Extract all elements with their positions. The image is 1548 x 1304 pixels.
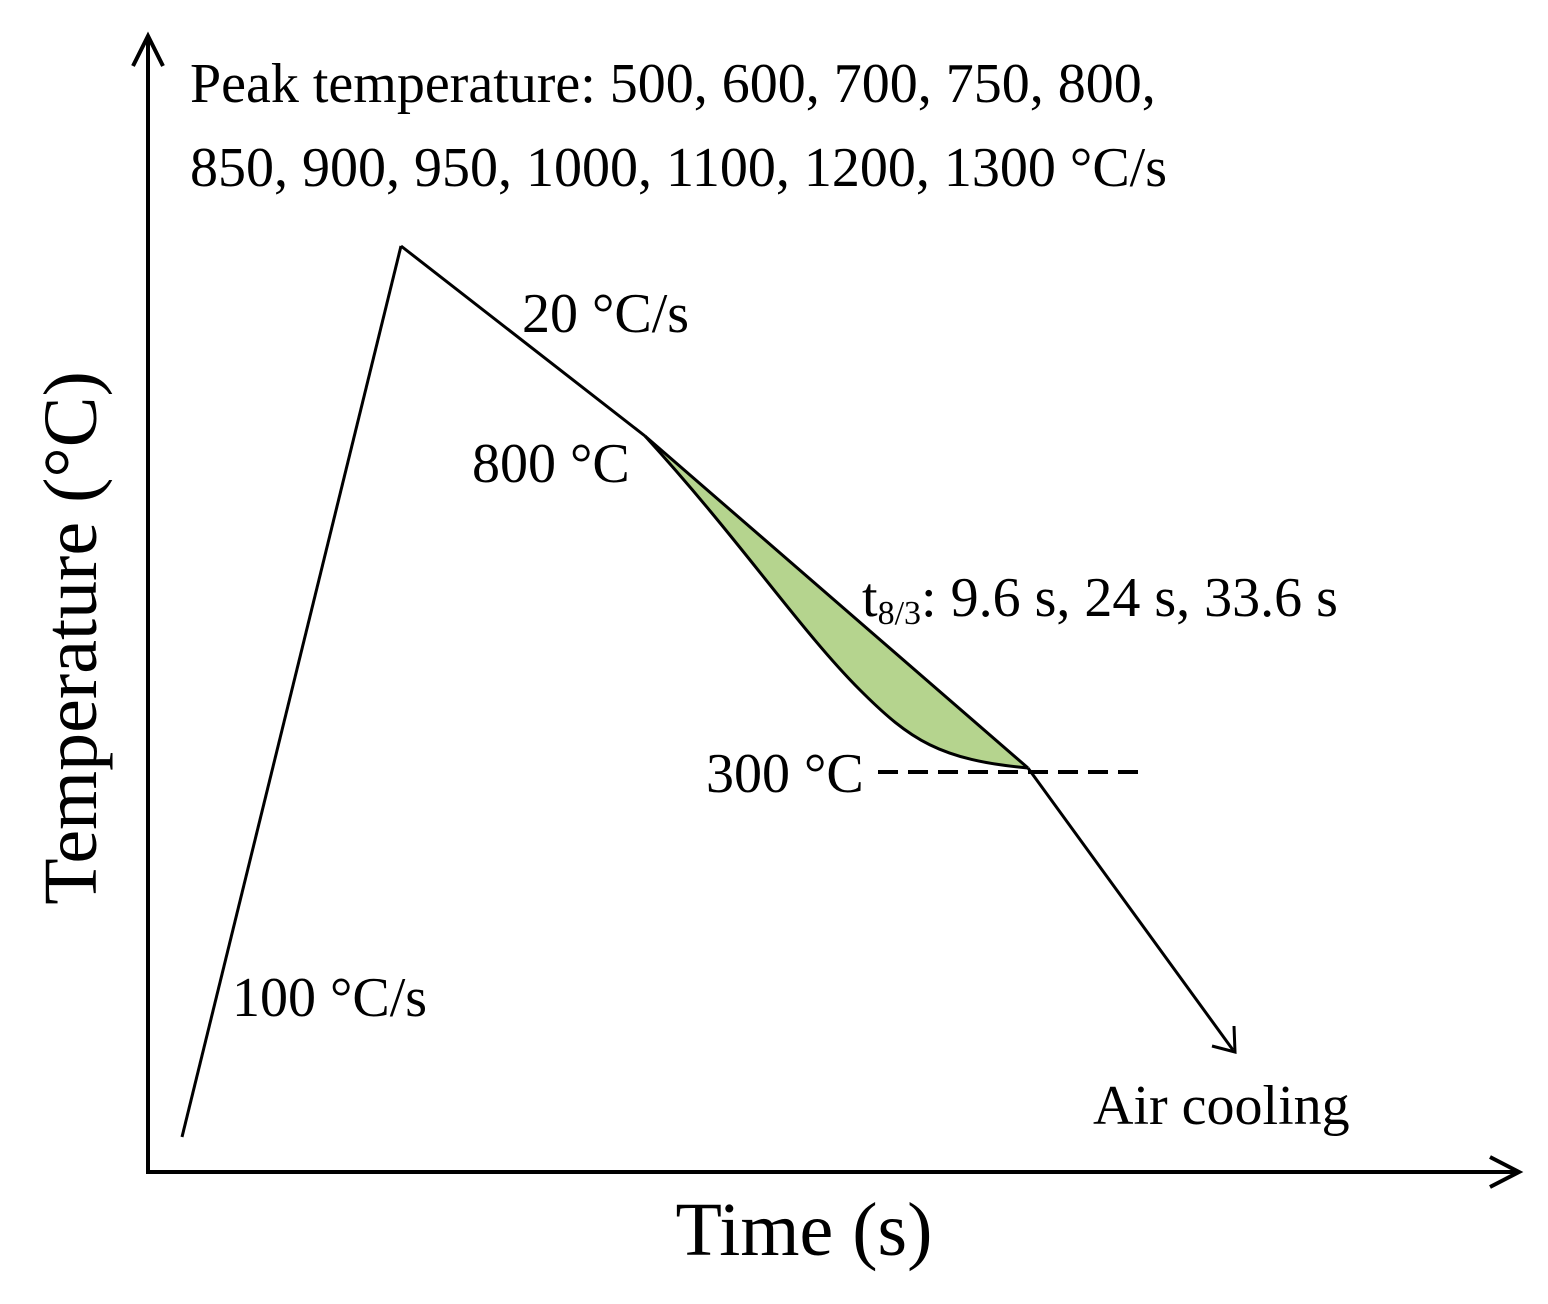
t83-subscript: 8/3 xyxy=(878,595,921,632)
peak-temperature-line2: 850, 900, 950, 1000, 1100, 1200, 1300 °C… xyxy=(190,137,1167,199)
heating-segment xyxy=(180,245,403,1138)
air-cooling-arrowhead xyxy=(1211,1025,1237,1054)
lower-temperature-label: 300 °C xyxy=(706,743,864,805)
cooling-rate-label: 20 °C/s xyxy=(522,283,689,345)
axes xyxy=(131,31,1524,1189)
y-axis-title: Temperature (°C) xyxy=(29,371,113,905)
y-axis-arrowhead xyxy=(131,31,165,67)
linear-cooling-segment xyxy=(644,434,1029,770)
t83-values: : 9.6 s, 24 s, 33.6 s xyxy=(921,567,1338,629)
thermal-cycle-curve xyxy=(180,244,1237,1138)
heating-rate-label: 100 °C/s xyxy=(232,967,427,1029)
peak-temperature-line1: Peak temperature: 500, 600, 700, 750, 80… xyxy=(190,53,1156,115)
x-axis-title: Time (s) xyxy=(676,1188,933,1272)
initial-cooling-segment xyxy=(400,244,646,438)
x-axis-arrowhead xyxy=(1489,1155,1524,1189)
upper-temperature-label: 800 °C xyxy=(472,433,630,495)
curved-cooling-segment xyxy=(643,434,1029,770)
t83-label: t8/3: 9.6 s, 24 s, 33.6 s xyxy=(862,567,1338,632)
t83-symbol: t xyxy=(862,567,878,629)
air-cooling-segment xyxy=(1026,767,1235,1051)
air-cooling-label: Air cooling xyxy=(1093,1075,1350,1137)
